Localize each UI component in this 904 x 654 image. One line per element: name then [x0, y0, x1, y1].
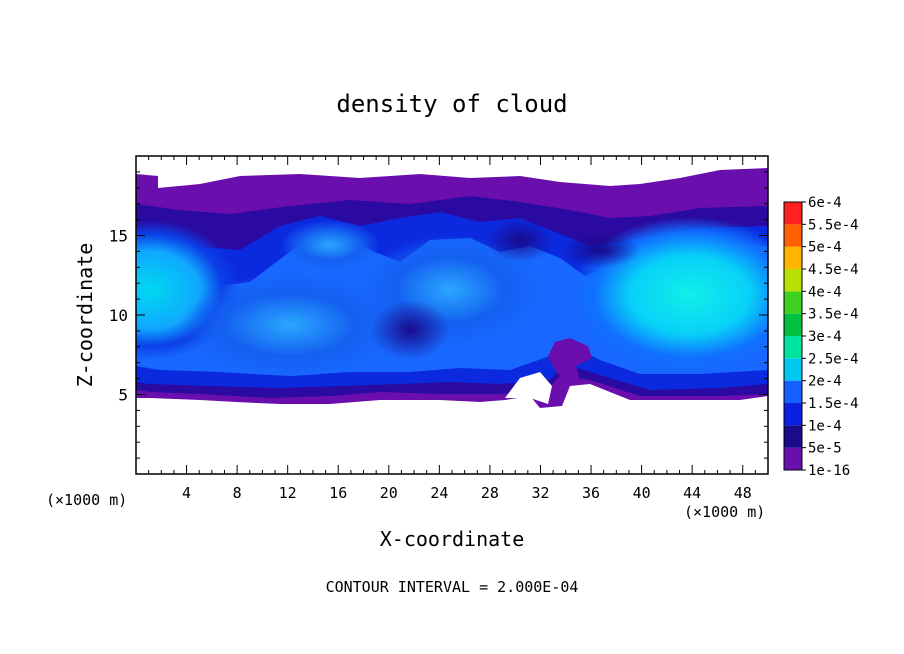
y-axis-label: Z-coordinate: [73, 243, 97, 388]
colorbar-label: 3e-4: [808, 329, 842, 345]
colorbar-label: 1e-16: [808, 463, 850, 479]
colorbar-label: 1.5e-4: [808, 396, 859, 412]
x-tick-label: 48: [734, 484, 752, 502]
heatmap-field: [136, 168, 768, 408]
cloud-core-center: [180, 273, 400, 377]
colorbar-label: 3.5e-4: [808, 307, 859, 323]
colorbar-label: 5.5e-4: [808, 217, 859, 233]
cloud-dark-swirl: [370, 300, 450, 360]
colorbar-swatch: [784, 447, 802, 470]
x-tick-label: 36: [582, 484, 600, 502]
colorbar-label: 2e-4: [808, 374, 842, 390]
chart-title: density of cloud: [336, 90, 567, 118]
x-tick-label: 24: [430, 484, 448, 502]
colorbar-swatch: [784, 358, 802, 381]
x-tick-label: 28: [481, 484, 499, 502]
cloud-gap: [505, 372, 552, 404]
cloud-fragment: [640, 172, 768, 218]
x-tick-label: 32: [531, 484, 549, 502]
colorbar-label: 4.5e-4: [808, 262, 859, 278]
x-tick-label: 4: [182, 484, 191, 502]
colorbar-label: 6e-4: [808, 195, 842, 211]
x-tick-label: 20: [380, 484, 398, 502]
x-tick-label: 40: [633, 484, 651, 502]
colorbar-swatch: [784, 425, 802, 448]
x-tick-label: 8: [233, 484, 242, 502]
colorbar-swatch: [784, 336, 802, 359]
cloud-dark-swirl: [485, 218, 555, 262]
colorbar-label: 5e-5: [808, 441, 842, 457]
colorbar-swatch: [784, 291, 802, 314]
cloud-core-upper: [280, 220, 380, 270]
colorbar-swatch: [784, 202, 802, 225]
colorbar: 1e-16 5e-5 1e-4 1.5e-4 2e-4 2.5e-4 3e-4 3.5e-4 4…: [783, 195, 859, 479]
colorbar-swatch: [784, 380, 802, 403]
colorbar-label: 1e-4: [808, 418, 842, 434]
colorbar-swatch: [784, 269, 802, 292]
x-tick-label: 16: [329, 484, 347, 502]
cloud-purple-intrusion: [548, 338, 592, 382]
x-tick-label: 12: [279, 484, 297, 502]
y-tick-label: 10: [109, 306, 128, 325]
x-tick-label: 44: [683, 484, 701, 502]
x-unit-left: (×1000 m): [46, 491, 127, 509]
y-tick-label: 15: [109, 227, 128, 246]
colorbar-label: 4e-4: [808, 284, 842, 300]
x-unit-right: (×1000 m): [684, 503, 765, 521]
colorbar-label: 2.5e-4: [808, 351, 859, 367]
colorbar-swatch: [784, 403, 802, 426]
x-axis-label: X-coordinate: [380, 527, 525, 551]
colorbar-label: 5e-4: [808, 240, 842, 256]
y-tick-label: 5: [118, 386, 128, 405]
colorbar-swatch: [784, 224, 802, 247]
cloud-dark-swirl: [560, 232, 640, 268]
contour-interval-note: CONTOUR INTERVAL = 2.000E-04: [326, 578, 579, 596]
colorbar-swatch: [784, 246, 802, 269]
colorbar-swatch: [784, 313, 802, 336]
